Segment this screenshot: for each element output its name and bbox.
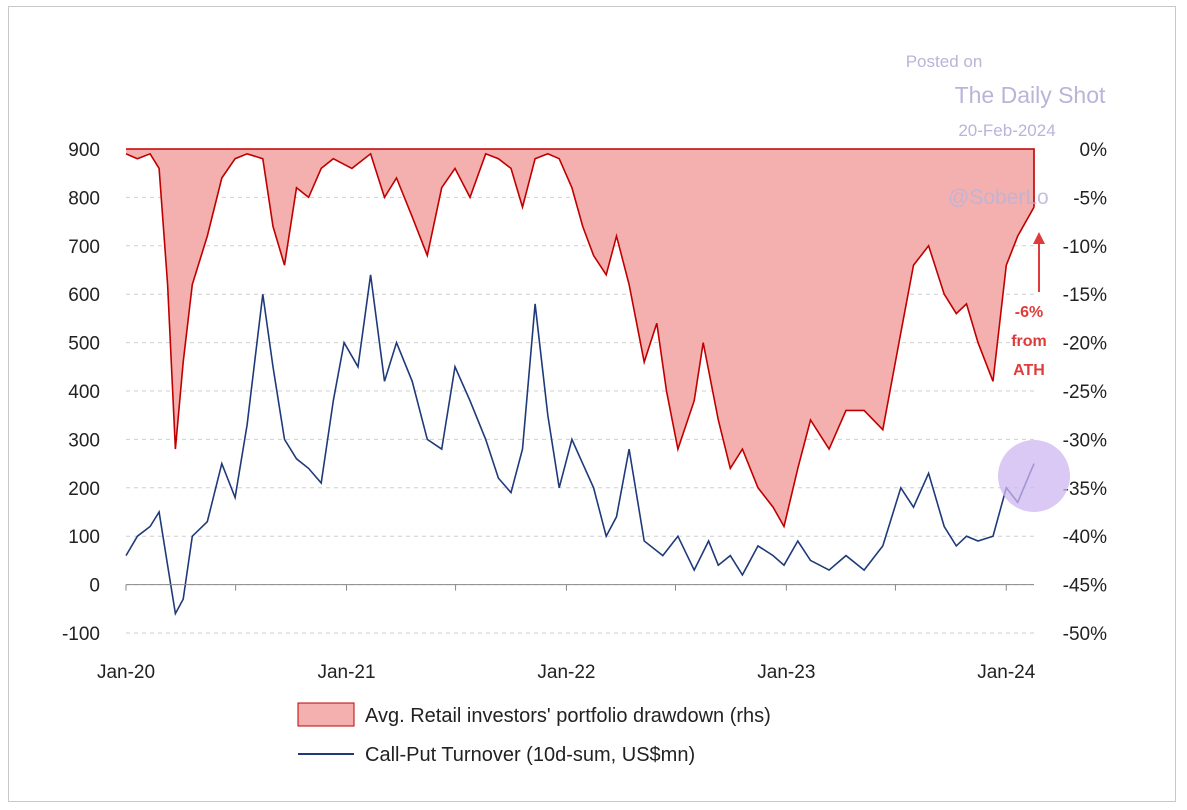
y-right-tick-label: -45% [1063,576,1107,597]
annotation-line2: from [1011,333,1047,350]
y-left-tick-label: 800 [68,188,100,209]
y-right-tick-label: -20% [1063,334,1107,355]
drawdown-area [126,149,1034,527]
y-left-tick-label: 700 [68,237,100,258]
turnover-line [125,274,1035,617]
legend-area-swatch [297,702,355,727]
annotation-line3: ATH [1013,362,1045,379]
y-left-tick-label: 0 [89,576,100,597]
watermark-daily-shot: The Daily Shot [955,82,1106,108]
y-left-tick-label: 200 [68,479,100,500]
y-left-tick-label: -100 [62,624,100,645]
y-right-tick-label: -35% [1063,479,1107,500]
y-right-tick-label: -15% [1063,285,1107,306]
x-tick-label: Jan-22 [537,662,595,683]
y-right-tick-label: -25% [1063,382,1107,403]
drawdown-line [125,148,1035,529]
y-right-tick-label: -5% [1073,188,1107,209]
y-left-tick-label: 900 [68,140,100,161]
x-axis-ticks: Jan-20 Jan-21 Jan-22 Jan-23 Jan-24 [97,584,1036,683]
watermark-handle: @SoberLo [948,186,1049,209]
y-right-tick-label: -30% [1063,430,1107,451]
y-left-tick-label: 500 [68,334,100,355]
y-axis-left-labels: 900 800 700 600 500 400 300 200 100 0 -100 [62,140,100,645]
y-axis-right-labels: 0% -5% -10% -15% -20% -25% -30% -35% -40% -45% -50… [1063,140,1107,645]
watermark-posted-on: Posted on [906,52,983,71]
legend-area-label: Avg. Retail investors' portfolio drawdow… [365,705,771,727]
x-tick-label: Jan-21 [317,662,375,683]
y-left-tick-label: 600 [68,285,100,306]
legend-line-label: Call-Put Turnover (10d-sum, US$mn) [365,744,695,766]
annotation-arrowhead [1033,232,1045,244]
y-right-tick-label: -50% [1063,624,1107,645]
x-tick-label: Jan-20 [97,662,155,683]
y-left-tick-label: 100 [68,527,100,548]
y-right-tick-label: -40% [1063,527,1107,548]
x-tick-label: Jan-24 [977,662,1036,683]
x-tick-label: Jan-23 [757,662,815,683]
annotation-line1: -6% [1015,304,1043,321]
y-left-tick-label: 400 [68,382,100,403]
y-right-tick-label: 0% [1080,140,1108,161]
watermark-date: 20-Feb-2024 [958,121,1055,140]
y-right-tick-label: -10% [1063,237,1107,258]
chart-frame [8,6,1176,802]
highlight-circle [998,440,1070,512]
y-left-tick-label: 300 [68,430,100,451]
